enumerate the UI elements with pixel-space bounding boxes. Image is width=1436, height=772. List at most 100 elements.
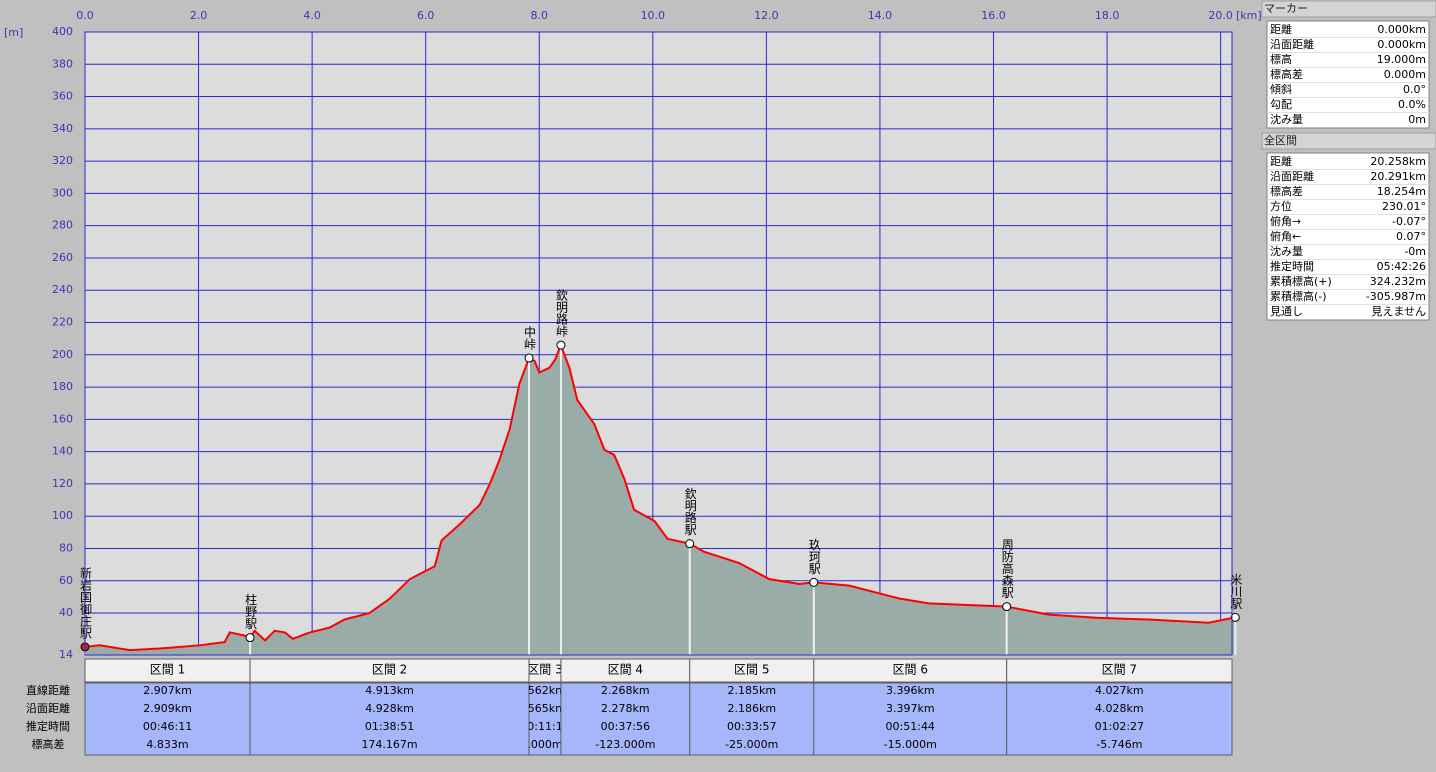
marker-label: 中峠 bbox=[523, 325, 537, 350]
y-tick-label: 400 bbox=[52, 25, 73, 38]
y-tick-label: 280 bbox=[52, 219, 73, 232]
panel-body bbox=[1266, 20, 1430, 129]
y-tick-label: 360 bbox=[52, 90, 73, 103]
section-value: 2.185km bbox=[727, 684, 776, 697]
marker-label: 周防高森駅 bbox=[1000, 539, 1014, 600]
x-tick-label: 12.0 bbox=[754, 9, 779, 22]
section-value: 0:11:1 bbox=[527, 720, 562, 733]
x-tick-label: 10.0 bbox=[641, 9, 666, 22]
section-header: 区間 2 bbox=[372, 663, 407, 677]
y-tick-label: 380 bbox=[52, 57, 73, 70]
row-label: 推定時間 bbox=[26, 719, 70, 733]
section-data-cell bbox=[1006, 682, 1233, 756]
panel-key: 沈み量 bbox=[1270, 112, 1303, 126]
panel-value: 0.07° bbox=[1396, 230, 1426, 243]
panel-value: 0m bbox=[1408, 113, 1426, 126]
y-tick-label: 80 bbox=[59, 541, 73, 554]
marker-label: 玖珂駅 bbox=[807, 538, 821, 575]
panel-key: 累積標高(-) bbox=[1270, 289, 1327, 303]
y-tick-label: 200 bbox=[52, 348, 73, 361]
section-value: 4.833m bbox=[146, 738, 188, 751]
panel-value: 0.0% bbox=[1398, 98, 1426, 111]
section-data-cell bbox=[249, 682, 530, 756]
section-value: 01:02:27 bbox=[1095, 720, 1144, 733]
section-value: .000m bbox=[527, 738, 562, 751]
row-label: 沿面距離 bbox=[26, 701, 70, 715]
section-value: 2.907km bbox=[143, 684, 192, 697]
section-value: -15.000m bbox=[884, 738, 937, 751]
section-header: 区間 3 bbox=[527, 663, 562, 677]
x-tick-label: 4.0 bbox=[303, 9, 321, 22]
section-value: 4.913km bbox=[365, 684, 414, 697]
section-value: 4.928km bbox=[365, 702, 414, 715]
marker bbox=[1002, 602, 1012, 612]
panel-value: 20.258km bbox=[1370, 155, 1426, 168]
section-header: 区間 6 bbox=[893, 663, 928, 677]
section-value: 3.396km bbox=[886, 684, 935, 697]
panel-key: 勾配 bbox=[1270, 98, 1292, 111]
marker-label: 欽明路駅 bbox=[683, 486, 697, 536]
row-label: 直線距離 bbox=[26, 683, 70, 697]
panel-value: 0.000km bbox=[1377, 23, 1426, 36]
section-value: 2.268km bbox=[601, 684, 650, 697]
section-value: 3.397km bbox=[886, 702, 935, 715]
section-value: 00:33:57 bbox=[727, 720, 776, 733]
x-tick-label: 6.0 bbox=[417, 9, 435, 22]
panel-key: 方位 bbox=[1270, 199, 1292, 213]
section-value: .565km bbox=[524, 702, 566, 715]
marker bbox=[809, 577, 819, 587]
panel-key: 標高差 bbox=[1270, 184, 1303, 198]
section-value: -25.000m bbox=[725, 738, 778, 751]
panel-value: 0.000m bbox=[1384, 68, 1426, 81]
marker-label: 柱野駅 bbox=[244, 592, 258, 630]
section-value: 2.186km bbox=[727, 702, 776, 715]
y-tick-label: 220 bbox=[52, 316, 73, 329]
y-tick-label: 160 bbox=[52, 412, 73, 425]
panel-key: 俯角→ bbox=[1270, 214, 1301, 228]
panel-key: 沈み量 bbox=[1270, 244, 1303, 258]
panel-value: 0.0° bbox=[1403, 83, 1426, 96]
section-value: -123.000m bbox=[595, 738, 655, 751]
y-tick-label: 14 bbox=[59, 648, 73, 661]
marker bbox=[556, 340, 566, 350]
panel-key: 沿面距離 bbox=[1270, 37, 1314, 51]
elevation-area bbox=[85, 345, 1236, 655]
y-tick-label: 320 bbox=[52, 154, 73, 167]
marker bbox=[245, 633, 255, 643]
section-value: 00:46:11 bbox=[143, 720, 192, 733]
x-tick-label: 2.0 bbox=[190, 9, 208, 22]
y-tick-label: 260 bbox=[52, 251, 73, 264]
marker bbox=[524, 353, 534, 363]
y-tick-label: 40 bbox=[59, 606, 73, 619]
x-tick-label: 8.0 bbox=[531, 9, 549, 22]
section-header-cell bbox=[1006, 658, 1233, 683]
x-tick-label: 20.0 bbox=[1208, 9, 1233, 22]
panel-header bbox=[1261, 132, 1436, 150]
panel-key: 距離 bbox=[1270, 154, 1292, 168]
section-value: -5.746m bbox=[1096, 738, 1142, 751]
section-header: 区間 1 bbox=[150, 663, 185, 677]
x-tick-label: 18.0 bbox=[1095, 9, 1120, 22]
y-tick-label: 340 bbox=[52, 122, 73, 135]
y-tick-label: 120 bbox=[52, 477, 73, 490]
y-tick-label: 140 bbox=[52, 445, 73, 458]
panel-title: マーカー bbox=[1264, 2, 1308, 15]
x-tick-label: 14.0 bbox=[868, 9, 893, 22]
row-label: 標高差 bbox=[32, 737, 65, 751]
panel-key: 推定時間 bbox=[1270, 259, 1314, 273]
panel-value: 19.000m bbox=[1377, 53, 1426, 66]
y-tick-label: 300 bbox=[52, 186, 73, 199]
section-value: 2.909km bbox=[143, 702, 192, 715]
section-value: 00:51:44 bbox=[886, 720, 935, 733]
panel-value: 05:42:26 bbox=[1377, 260, 1426, 273]
plot-border bbox=[84, 31, 1233, 656]
section-value: 2.278km bbox=[601, 702, 650, 715]
panel-key: 沿面距離 bbox=[1270, 169, 1314, 183]
x-unit: [km] bbox=[1236, 9, 1262, 22]
panel-value: 230.01° bbox=[1382, 200, 1426, 213]
marker-label: 米川駅 bbox=[1229, 573, 1243, 610]
y-tick-label: 100 bbox=[52, 509, 73, 522]
panel-key: 標高 bbox=[1270, 52, 1292, 66]
section-value: 01:38:51 bbox=[365, 720, 414, 733]
panel-key: 傾斜 bbox=[1270, 82, 1292, 96]
